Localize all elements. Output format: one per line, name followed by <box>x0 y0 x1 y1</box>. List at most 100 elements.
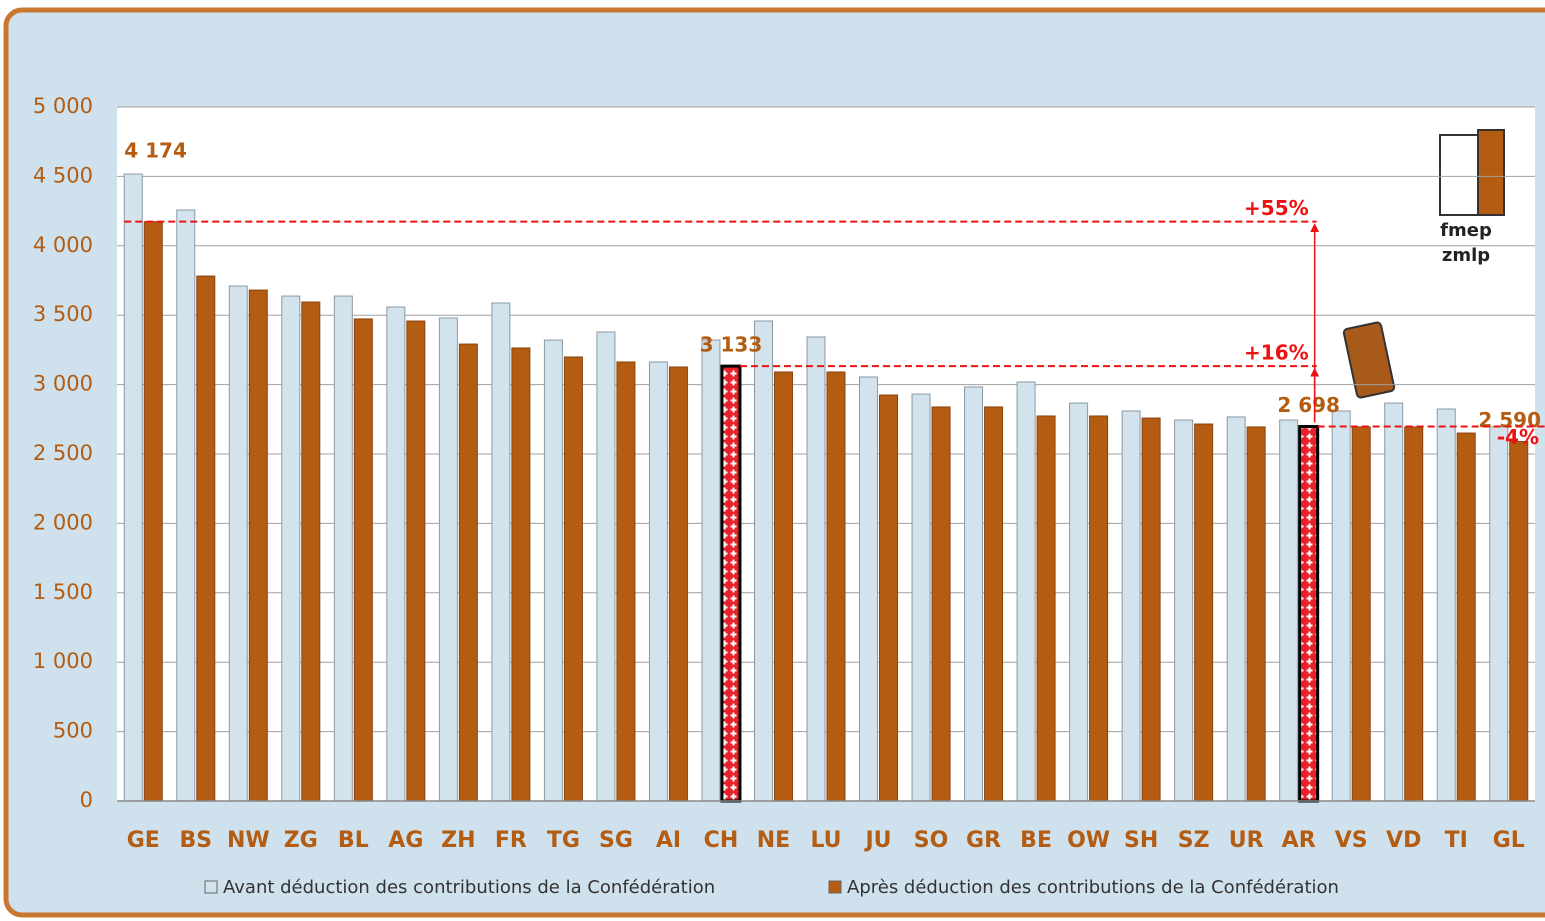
logo-text: fmep <box>1440 220 1492 241</box>
y-tick-label: 3 000 <box>33 372 93 396</box>
bar <box>753 320 773 802</box>
bar <box>563 356 583 802</box>
bar <box>353 318 373 802</box>
x-tick-label: AG <box>388 828 423 853</box>
bar <box>301 301 321 802</box>
bar <box>1036 415 1056 802</box>
bar <box>1298 425 1320 803</box>
bar <box>248 289 268 802</box>
x-tick-label: GR <box>966 828 1001 853</box>
y-tick-label: 2 000 <box>33 510 93 534</box>
bar <box>511 347 531 802</box>
bar <box>1279 419 1299 802</box>
bar <box>931 406 951 802</box>
x-tick-label: SZ <box>1178 828 1210 853</box>
x-tick-label: BS <box>179 828 212 853</box>
legend-swatch <box>204 880 218 894</box>
annotation: -4% <box>1497 425 1539 449</box>
annotation: +55% <box>1244 196 1309 220</box>
y-tick-label: 5 000 <box>33 94 93 118</box>
bar <box>1016 381 1036 802</box>
bar <box>143 221 163 802</box>
bar <box>543 339 563 802</box>
x-tick-label: GL <box>1493 828 1525 853</box>
y-tick-label: 1 000 <box>33 649 93 673</box>
bar <box>826 371 846 802</box>
bar <box>196 275 216 802</box>
x-tick-label: OW <box>1067 828 1110 853</box>
bar <box>1174 419 1194 802</box>
y-tick-label: 4 000 <box>33 233 93 257</box>
x-tick-label: ZH <box>441 828 475 853</box>
x-tick-label: SO <box>914 828 949 853</box>
bar <box>281 295 301 802</box>
bar <box>1331 410 1351 802</box>
legend-label: Avant déduction des contributions de la … <box>223 877 715 898</box>
bar <box>1121 410 1141 802</box>
x-tick-label: NW <box>227 828 270 853</box>
bar <box>1384 402 1404 802</box>
x-tick-label: SG <box>599 828 633 853</box>
bar <box>879 394 899 802</box>
legend-swatch <box>828 880 842 894</box>
data-label: 3 133 <box>700 333 763 357</box>
bar <box>1069 402 1089 802</box>
x-tick-label: TI <box>1445 828 1468 853</box>
bar <box>1089 415 1109 802</box>
bar <box>911 393 931 802</box>
bar <box>1351 426 1371 802</box>
bar <box>1141 417 1161 802</box>
annotation: +16% <box>1244 341 1309 365</box>
bar <box>984 406 1004 802</box>
bar <box>648 361 668 802</box>
bar <box>859 376 879 802</box>
bar <box>1489 426 1509 802</box>
bar <box>773 371 793 802</box>
bar <box>228 285 248 802</box>
x-tick-label: ZG <box>284 828 318 853</box>
bar <box>406 320 426 802</box>
x-tick-label: LU <box>810 828 841 853</box>
x-tick-label: BL <box>338 828 369 853</box>
bar <box>1436 408 1456 802</box>
bar <box>1404 426 1424 802</box>
bar <box>333 295 353 802</box>
bar <box>491 302 511 802</box>
bar <box>668 366 688 802</box>
bar <box>596 331 616 802</box>
bar <box>1226 416 1246 802</box>
x-tick-label: FR <box>495 828 527 853</box>
mascot <box>1342 321 1396 399</box>
x-tick-label: SH <box>1124 828 1158 853</box>
bar <box>720 364 742 803</box>
y-tick-label: 3 500 <box>33 302 93 326</box>
x-tick-label: CH <box>704 828 739 853</box>
bar <box>123 173 143 802</box>
logo-text: zmlp <box>1442 245 1490 266</box>
x-tick-label: JU <box>863 828 891 853</box>
y-tick-label: 0 <box>80 788 93 812</box>
data-label: 4 174 <box>124 139 187 163</box>
x-tick-label: BE <box>1020 828 1052 853</box>
y-tick-label: 500 <box>53 719 93 743</box>
x-tick-label: VD <box>1386 828 1421 853</box>
bar <box>438 317 458 802</box>
x-tick-label: AR <box>1282 828 1316 853</box>
bar <box>616 361 636 802</box>
y-tick-label: 1 500 <box>33 580 93 604</box>
x-tick-label: VS <box>1335 828 1368 853</box>
bar <box>964 386 984 802</box>
y-tick-label: 4 500 <box>33 163 93 187</box>
bar <box>701 339 721 802</box>
logo: fmep zmlp <box>1439 129 1505 266</box>
bar <box>1194 423 1214 802</box>
bar <box>386 306 406 802</box>
x-tick-label: NE <box>757 828 790 853</box>
bar <box>1456 432 1476 802</box>
data-label: 2 590 <box>1478 408 1541 432</box>
data-label: 2 698 <box>1277 393 1340 417</box>
x-tick-label: AI <box>656 828 681 853</box>
x-tick-label: GE <box>127 828 160 853</box>
bar <box>806 336 826 802</box>
x-tick-label: UR <box>1229 828 1264 853</box>
